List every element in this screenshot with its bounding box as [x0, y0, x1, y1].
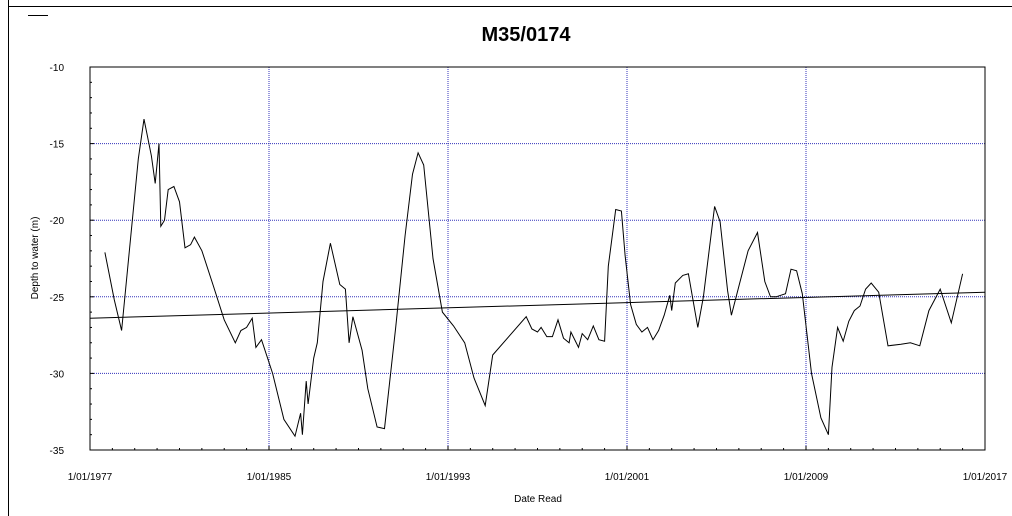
y-tick-label: -25 — [50, 293, 65, 304]
x-tick-label: 1/01/1985 — [247, 472, 292, 483]
x-tick-label: 1/01/2009 — [784, 472, 829, 483]
y-tick-label: -10 — [50, 63, 65, 74]
corner-mark — [28, 15, 48, 16]
x-tick-label: 1/01/2001 — [605, 472, 650, 483]
x-axis-label: Date Read — [514, 494, 562, 505]
y-tick-label: -20 — [50, 216, 65, 227]
y-axis-label: Depth to water (m) — [30, 217, 41, 300]
trend-line — [89, 291, 986, 319]
plot-area — [89, 66, 986, 451]
axis-ticks: -10 -15 -20 -25 -30 -35 1/01/1977 1/01/1985 1/01… — [50, 63, 1008, 483]
x-tick-label: 1/01/2017 — [963, 472, 1008, 483]
chart-frame — [8, 0, 1012, 516]
series-layer — [89, 119, 986, 438]
x-tick-label: 1/01/1977 — [68, 472, 113, 483]
chart-title: M35/0174 — [482, 24, 572, 46]
y-tick-label: -30 — [50, 369, 65, 380]
x-tick-label: 1/01/1993 — [426, 472, 471, 483]
top-border-line — [8, 6, 1012, 7]
y-tick-label: -35 — [50, 446, 65, 457]
grid-lines — [90, 67, 985, 450]
series-line — [104, 119, 964, 438]
y-tick-label: -15 — [50, 140, 65, 151]
